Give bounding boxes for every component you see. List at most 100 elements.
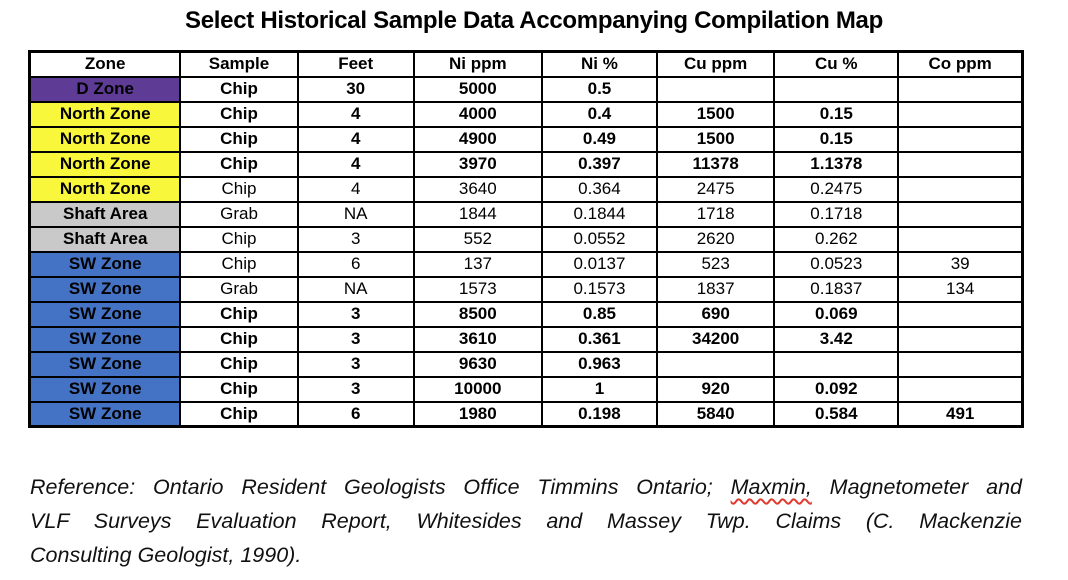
data-cell: 4 [296,125,415,153]
data-cell: 0.198 [540,400,659,428]
data-cell: 0.963 [540,350,659,378]
data-cell: 4 [296,175,415,203]
table-row: SW Zone Chip 3 3610 0.361 34200 3.42 [28,325,1024,353]
data-cell: 3 [296,300,415,328]
data-cell: 6 [296,250,415,278]
data-cell: 2620 [656,225,776,253]
page-title: Select Historical Sample Data Accompanyi… [185,7,883,34]
data-cell: Chip [179,100,299,128]
data-cell: 3 [296,375,415,403]
data-cell: 0.262 [773,225,900,253]
table-row: SW Zone Chip 6 137 0.0137 523 0.0523 39 [28,250,1024,278]
data-cell: NA [296,200,415,228]
data-cell: 10000 [412,375,543,403]
column-header: Ni % [540,50,659,78]
data-cell [897,375,1024,403]
table-row: Shaft Area Chip 3 552 0.0552 2620 0.262 [28,225,1024,253]
zone-cell: North Zone [28,150,182,178]
column-header: Sample [179,50,299,78]
data-cell [897,100,1024,128]
reference-line-3: Consulting Geologist, 1990). [30,543,302,567]
data-cell [897,75,1024,103]
table-row: SW Zone Chip 6 1980 0.198 5840 0.584 491 [28,400,1024,428]
table-row: North Zone Chip 4 3970 0.397 11378 1.1378 [28,150,1024,178]
data-cell: 3 [296,325,415,353]
data-cell: 1980 [412,400,543,428]
zone-cell: SW Zone [28,350,182,378]
data-cell: Chip [179,350,299,378]
table-row: SW Zone Chip 3 9630 0.963 [28,350,1024,378]
misspelled-word: Maxmin, [730,475,812,499]
data-cell: 0.0523 [773,250,900,278]
data-cell: 690 [656,300,776,328]
data-cell: 0.1718 [773,200,900,228]
column-header: Co ppm [897,50,1024,78]
data-cell [656,75,776,103]
data-cell: 3 [296,225,415,253]
data-cell [773,75,900,103]
column-header: Cu ppm [656,50,776,78]
header-row: Zone Sample Feet Ni ppm Ni % Cu ppm Cu % Co ppm [28,50,1024,78]
data-cell: 3970 [412,150,543,178]
reference-line-2: VLF Surveys Evaluation Report, Whiteside… [30,509,1022,533]
table-row: SW Zone Grab NA 1573 0.1573 1837 0.1837 134 [28,275,1024,303]
data-cell: 0.364 [540,175,659,203]
table-row: North Zone Chip 4 4000 0.4 1500 0.15 [28,100,1024,128]
zone-cell: Shaft Area [28,200,182,228]
data-cell: 6 [296,400,415,428]
zone-cell: SW Zone [28,250,182,278]
table-body: D Zone Chip 30 5000 0.5 North Zone Chip 4 4000 0.… [28,75,1024,428]
data-cell: 0.1844 [540,200,659,228]
data-cell: Chip [179,125,299,153]
data-cell: NA [296,275,415,303]
data-cell [897,125,1024,153]
data-cell: 3640 [412,175,543,203]
reference-text: Reference: Ontario Resident Geologists O… [30,470,1022,572]
data-cell: 0.15 [773,100,900,128]
data-cell: 552 [412,225,543,253]
table-row: North Zone Chip 4 3640 0.364 2475 0.2475 [28,175,1024,203]
data-cell [897,200,1024,228]
data-cell: 4 [296,100,415,128]
table-row: D Zone Chip 30 5000 0.5 [28,75,1024,103]
zone-cell: North Zone [28,100,182,128]
data-cell [897,225,1024,253]
data-cell: 491 [897,400,1024,428]
data-cell: Chip [179,375,299,403]
zone-cell: SW Zone [28,275,182,303]
data-cell [897,350,1024,378]
reference-line-1-after: Magnetometer and [811,475,1022,499]
data-cell: 0.584 [773,400,900,428]
data-cell: 3 [296,350,415,378]
data-cell [773,350,900,378]
reference-line-1-before: Reference: Ontario Resident Geologists O… [30,475,731,499]
zone-cell: SW Zone [28,375,182,403]
data-cell: 1500 [656,100,776,128]
table-row: SW Zone Chip 3 10000 1 920 0.092 [28,375,1024,403]
data-cell: 3610 [412,325,543,353]
data-cell: 1.1378 [773,150,900,178]
data-cell [897,325,1024,353]
data-cell: 0.1573 [540,275,659,303]
data-cell [656,350,776,378]
column-header: Feet [296,50,415,78]
data-cell: 5840 [656,400,776,428]
zone-cell: North Zone [28,125,182,153]
data-cell: 523 [656,250,776,278]
data-cell: 137 [412,250,543,278]
data-cell: 4000 [412,100,543,128]
column-header: Zone [28,50,182,78]
table-row: North Zone Chip 4 4900 0.49 1500 0.15 [28,125,1024,153]
data-cell: Grab [179,275,299,303]
column-header: Cu % [773,50,900,78]
column-header: Ni ppm [412,50,543,78]
data-cell: 2475 [656,175,776,203]
data-cell: 0.361 [540,325,659,353]
data-cell: 1844 [412,200,543,228]
data-cell: Chip [179,300,299,328]
data-cell: 30 [296,75,415,103]
data-cell: 0.5 [540,75,659,103]
data-cell: Chip [179,225,299,253]
zone-cell: SW Zone [28,325,182,353]
data-cell: 920 [656,375,776,403]
